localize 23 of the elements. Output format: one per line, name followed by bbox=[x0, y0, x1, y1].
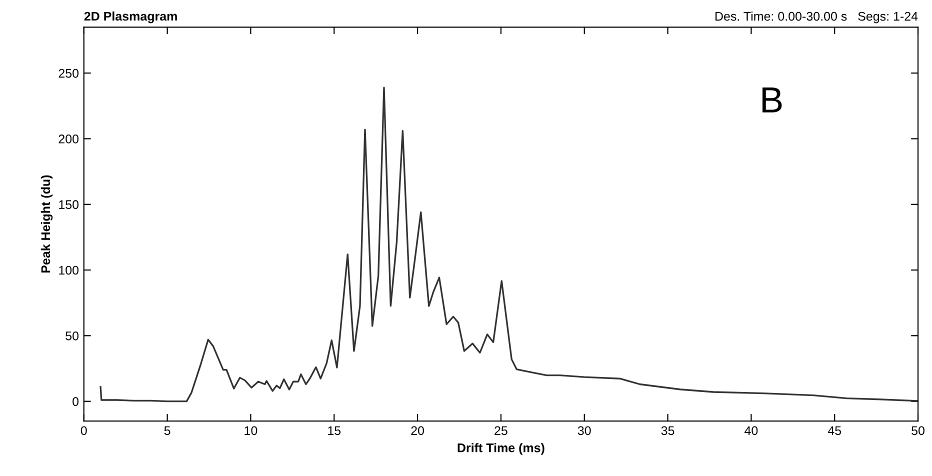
x-tick-label: 20 bbox=[411, 426, 424, 436]
x-tick-label: 15 bbox=[328, 426, 341, 436]
x-tick-label: 45 bbox=[828, 426, 842, 436]
x-tick-label: 30 bbox=[578, 426, 591, 436]
x-tick-label: 50 bbox=[912, 426, 924, 436]
x-tick-label: 35 bbox=[661, 426, 674, 436]
y-tick-label: 250 bbox=[58, 68, 79, 78]
x-axis-title: Drift Time (ms) bbox=[458, 443, 544, 455]
chart-subtitle: Des. Time: 0.00-30.00 s Segs: 1-24 bbox=[715, 12, 918, 24]
y-tick-label: 200 bbox=[58, 134, 79, 144]
chart-title: 2D Plasmagram bbox=[84, 11, 177, 24]
y-tick-label: 100 bbox=[59, 266, 79, 275]
x-tick-label: 40 bbox=[744, 426, 758, 436]
y-axis-title: Peak Height (du) bbox=[40, 175, 53, 273]
x-tick-label: 25 bbox=[494, 426, 508, 436]
x-tick-label: 10 bbox=[244, 426, 258, 436]
line-series bbox=[100, 86, 918, 402]
x-tick-label: 5 bbox=[164, 426, 170, 436]
annotation: B bbox=[762, 88, 782, 112]
y-tick-label: 0 bbox=[72, 397, 79, 406]
x-tick-label: 0 bbox=[80, 426, 87, 436]
y-tick-label: 50 bbox=[66, 331, 79, 340]
y-tick-label: 150 bbox=[59, 200, 79, 210]
